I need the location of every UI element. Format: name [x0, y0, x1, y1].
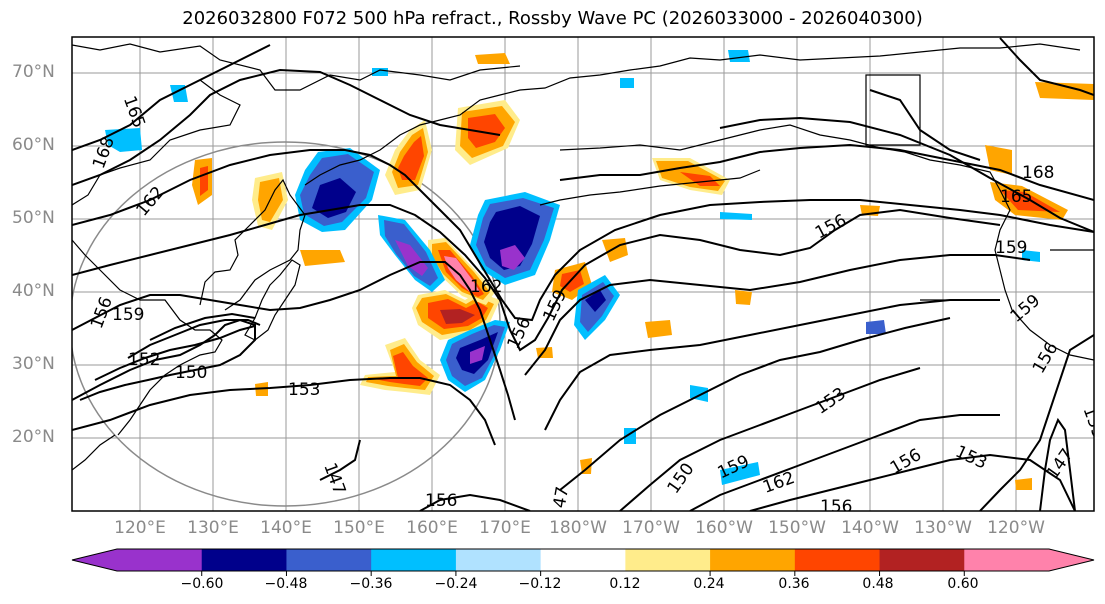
longitude-label: 130°W — [914, 518, 972, 538]
latitude-label: 70°N — [12, 62, 55, 82]
contour-label: 162 — [470, 277, 502, 297]
colorbar-swatch — [371, 549, 457, 571]
longitude-label: 120°W — [987, 518, 1045, 538]
contour-label: 162 — [760, 468, 797, 498]
contour-label: 152 — [128, 350, 160, 370]
contour-label: 47 — [550, 485, 573, 510]
colorbar-extend-high — [1049, 549, 1094, 571]
longitude-label: 170°W — [622, 518, 680, 538]
longitude-label: 160°W — [695, 518, 753, 538]
colorbar-tick-label: 0.48 — [862, 576, 894, 592]
longitude-label: 170°E — [479, 518, 531, 538]
contour-label: 156 — [1029, 339, 1063, 377]
latitude-label: 20°N — [12, 427, 55, 447]
contour-label: 156 — [812, 211, 850, 244]
colorbar-tick-label: −0.48 — [264, 576, 308, 592]
colorbar-swatch — [625, 549, 711, 571]
coastlines — [72, 43, 1094, 471]
contour-label: 153 — [812, 384, 850, 419]
longitude-label: 150°W — [768, 518, 826, 538]
map-title: 2026032800 F072 500 hPa refract., Rossby… — [182, 8, 923, 29]
longitude-label: 160°E — [406, 518, 458, 538]
colorbar-tick-label: 0.36 — [778, 576, 810, 592]
contour-label: 159 — [1007, 291, 1045, 327]
shaded-anomaly-regions — [105, 50, 1094, 490]
colorbar-tick-label: −0.60 — [180, 576, 224, 592]
colorbar-tick-label: 0.24 — [693, 576, 725, 592]
contour-label: 168 — [89, 134, 119, 171]
colorbar-swatch — [964, 549, 1050, 571]
colorbar-swatch — [286, 549, 372, 571]
contour-label: 156 — [820, 497, 852, 517]
longitude-label: 140°E — [260, 518, 312, 538]
contour-label: 153 — [1079, 404, 1105, 441]
contour-label: 159 — [112, 305, 144, 325]
colorbar-tick-label: 0.60 — [947, 576, 979, 592]
contour-label: 156 — [425, 491, 457, 511]
contour-label: 153 — [288, 380, 320, 400]
colorbar-swatch — [710, 549, 796, 571]
longitude-label: 130°E — [187, 518, 239, 538]
longitude-label: 150°E — [333, 518, 385, 538]
latitude-label: 40°N — [12, 281, 55, 301]
colorbar-swatch — [879, 549, 965, 571]
colorbar-tick-label: −0.12 — [518, 576, 562, 592]
contour-label: 153 — [952, 442, 990, 474]
contour-label: 162 — [132, 183, 168, 221]
latitude-label: 60°N — [12, 135, 55, 155]
colorbar-swatch — [794, 549, 881, 571]
latitude-label: 50°N — [12, 208, 55, 228]
contour-label: 150 — [175, 363, 207, 383]
contour-labels: 165 168 162 156 159 152 150 153 147 156 … — [87, 93, 1105, 517]
height-contours — [72, 37, 1094, 511]
longitude-label: 120°E — [114, 518, 166, 538]
longitude-label: 180°W — [549, 518, 607, 538]
colorbar-outline — [71, 548, 1095, 572]
colorbar-swatch — [455, 549, 542, 571]
plot-frame — [71, 36, 1095, 512]
longitude-label: 140°W — [841, 518, 899, 538]
latitude-label: 30°N — [12, 354, 55, 374]
colorbar-swatch — [540, 549, 626, 571]
contour-label: 150 — [664, 460, 699, 498]
contour-label: 165 — [119, 93, 149, 130]
colorbar-tick-label: −0.36 — [349, 576, 393, 592]
colorbar-tick-label: 0.12 — [609, 576, 641, 592]
colorbar-tick-label: −0.24 — [434, 576, 478, 592]
colorbar-swatch — [117, 549, 203, 571]
colorbar — [71, 548, 1095, 576]
contour-label: 159 — [995, 238, 1027, 258]
contour-label: 165 — [1000, 187, 1032, 207]
contour-label: 168 — [1022, 163, 1054, 183]
colorbar-extend-low — [72, 549, 117, 571]
colorbar-swatch — [201, 549, 287, 571]
